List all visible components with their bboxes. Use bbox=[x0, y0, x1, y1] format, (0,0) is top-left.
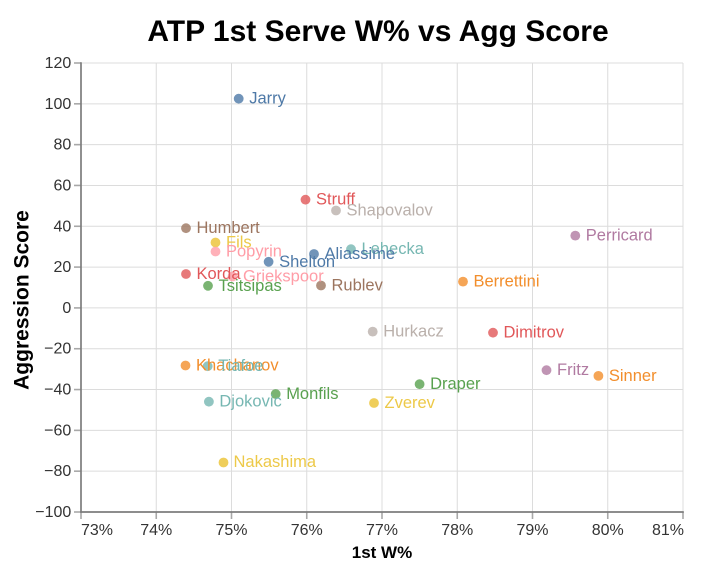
svg-text:Draper: Draper bbox=[430, 375, 481, 393]
svg-text:80%: 80% bbox=[592, 522, 624, 539]
svg-text:81%: 81% bbox=[652, 522, 684, 539]
svg-text:Hurkacz: Hurkacz bbox=[383, 323, 444, 341]
svg-text:Sinner: Sinner bbox=[609, 367, 657, 385]
svg-text:0: 0 bbox=[62, 300, 71, 317]
svg-text:Shelton: Shelton bbox=[279, 253, 335, 271]
svg-text:Djokovic: Djokovic bbox=[219, 393, 281, 411]
svg-text:−100: −100 bbox=[35, 504, 71, 521]
svg-text:1st W%: 1st W% bbox=[352, 543, 412, 562]
svg-text:−80: −80 bbox=[44, 463, 71, 480]
svg-text:76%: 76% bbox=[291, 522, 323, 539]
svg-text:40: 40 bbox=[54, 218, 72, 235]
svg-text:Tiafoe: Tiafoe bbox=[218, 357, 263, 375]
svg-text:100: 100 bbox=[45, 96, 72, 113]
svg-text:Dimitrov: Dimitrov bbox=[504, 324, 565, 342]
svg-text:73%: 73% bbox=[81, 522, 113, 539]
svg-text:Korda: Korda bbox=[197, 265, 242, 283]
svg-text:Struff: Struff bbox=[316, 191, 356, 209]
svg-text:Fritz: Fritz bbox=[557, 361, 589, 379]
svg-text:79%: 79% bbox=[516, 522, 548, 539]
svg-text:−20: −20 bbox=[44, 341, 71, 358]
svg-text:Shapovalov: Shapovalov bbox=[347, 202, 434, 220]
svg-text:Aggression Score: Aggression Score bbox=[11, 210, 34, 390]
svg-text:120: 120 bbox=[45, 55, 72, 72]
svg-text:Khachanov: Khachanov bbox=[196, 357, 279, 375]
svg-text:Griekspoor: Griekspoor bbox=[243, 268, 324, 286]
svg-text:Rublev: Rublev bbox=[332, 277, 384, 295]
svg-text:75%: 75% bbox=[215, 522, 247, 539]
svg-text:Tsitsipas: Tsitsipas bbox=[219, 277, 282, 295]
svg-text:Popyrin: Popyrin bbox=[226, 243, 282, 261]
svg-text:80: 80 bbox=[54, 137, 72, 154]
svg-text:ATP 1st Serve W% vs Agg Score: ATP 1st Serve W% vs Agg Score bbox=[147, 15, 608, 48]
svg-text:Aliassime: Aliassime bbox=[325, 245, 396, 263]
svg-text:20: 20 bbox=[54, 259, 72, 276]
svg-text:Fils: Fils bbox=[226, 234, 252, 252]
svg-text:−60: −60 bbox=[44, 422, 71, 439]
svg-text:Monfils: Monfils bbox=[286, 385, 338, 403]
svg-text:Zverev: Zverev bbox=[385, 394, 436, 412]
svg-text:77%: 77% bbox=[366, 522, 398, 539]
svg-text:Berrettini: Berrettini bbox=[474, 273, 540, 291]
svg-text:74%: 74% bbox=[140, 522, 172, 539]
svg-text:Lehecka: Lehecka bbox=[362, 240, 425, 258]
svg-text:78%: 78% bbox=[441, 522, 473, 539]
svg-text:Nakashima: Nakashima bbox=[234, 453, 317, 471]
svg-text:Perricard: Perricard bbox=[586, 227, 653, 245]
svg-text:60: 60 bbox=[54, 177, 72, 194]
svg-text:Humbert: Humbert bbox=[197, 219, 261, 237]
svg-text:−40: −40 bbox=[44, 382, 71, 399]
svg-text:Jarry: Jarry bbox=[249, 90, 286, 108]
